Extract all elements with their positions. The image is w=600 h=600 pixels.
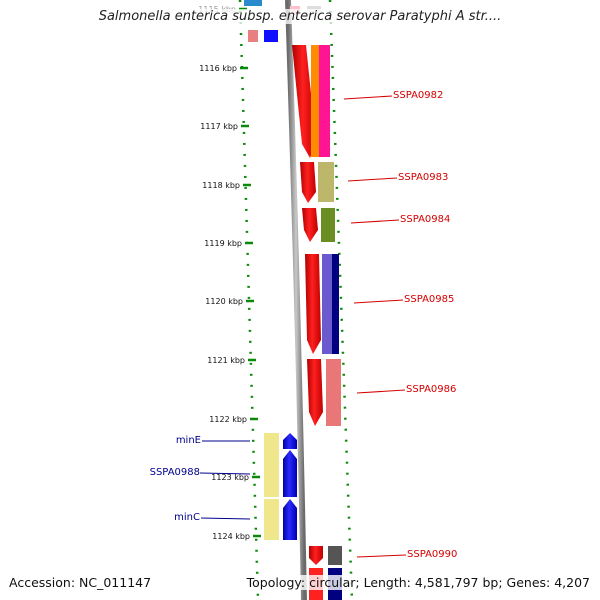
feature-sspa0982-orange (311, 45, 319, 157)
accession-text: Accession: NC_011147 (9, 575, 152, 590)
gene-label-line (343, 95, 393, 100)
gene-label-sspa0990: SSPA0990 (407, 549, 457, 560)
gene-arrow-sspa0988 (283, 450, 297, 497)
gene-label-sspa0983: SSPA0983 (398, 172, 448, 183)
gene-arrow-sspa0983 (300, 162, 316, 203)
feature-sspa0983-khaki (318, 162, 334, 202)
gene-arrow-minc (283, 499, 297, 540)
ruler-label: 1118 kbp (202, 181, 240, 190)
feature-sspa0990-gray (328, 546, 342, 565)
ruler-label: 1116 kbp (199, 64, 237, 73)
gene-label-sspa0985: SSPA0985 (404, 294, 454, 305)
organism-title: Salmonella enterica subsp. enterica sero… (0, 9, 600, 24)
gene-label-line (347, 177, 398, 182)
feature-minc-yellow (264, 499, 279, 540)
ruler-label: 1123 kbp (211, 473, 249, 482)
feature-sspa0984-olive (321, 208, 335, 242)
gene-labels: SSPA0982 SSPA0983 SSPA0984 SSPA0985 SSPA0986… (150, 90, 458, 560)
inner-track-dots (238, 0, 260, 600)
feature-sspa0982-pink (319, 45, 330, 157)
feature-mine-yellow (264, 433, 279, 497)
gene-label-line (350, 219, 400, 224)
gene-label-sspa0984: SSPA0984 (400, 214, 450, 225)
ruler-label: 1122 kbp (209, 415, 247, 424)
partial-feature-top (264, 30, 278, 42)
gene-label-line (199, 472, 251, 475)
feature-sspa0985-slate (322, 254, 332, 354)
gene-label-mine: minE (176, 435, 201, 446)
gene-arrow-sspa0984 (302, 208, 318, 242)
ruler-label: 1120 kbp (205, 297, 243, 306)
gene-label-line (356, 389, 406, 394)
gene-label-line (356, 554, 407, 558)
gene-label-line (353, 299, 404, 304)
gene-label-sspa0988: SSPA0988 (150, 467, 200, 478)
partial-feature-top (244, 0, 262, 6)
gene-arrow-sspa0990 (309, 546, 323, 565)
genome-backbone (285, 0, 307, 600)
ruler-label: 1119 kbp (204, 239, 242, 248)
gene-label-sspa0986: SSPA0986 (406, 384, 456, 395)
outer-track-dots (328, 0, 354, 600)
partial-feature-top (248, 30, 258, 42)
gene-arrow-sspa0985 (305, 254, 321, 354)
ruler-label: 1117 kbp (200, 122, 238, 131)
gene-label-sspa0982: SSPA0982 (393, 90, 443, 101)
gene-label-line (200, 517, 251, 520)
gene-label-minc: minC (174, 512, 200, 523)
gene-arrow-sspa0982 (292, 45, 316, 158)
gene-arrow-sspa0986 (307, 359, 323, 426)
feature-sspa0986-salmon (326, 359, 341, 426)
ruler-label: 1121 kbp (207, 356, 245, 365)
feature-sspa0985-navy (332, 254, 339, 354)
topology-text: Topology: circular; Length: 4,581,797 bp… (246, 575, 590, 590)
ruler-label: 1124 kbp (212, 532, 250, 541)
gene-arrow-mine (283, 433, 297, 449)
